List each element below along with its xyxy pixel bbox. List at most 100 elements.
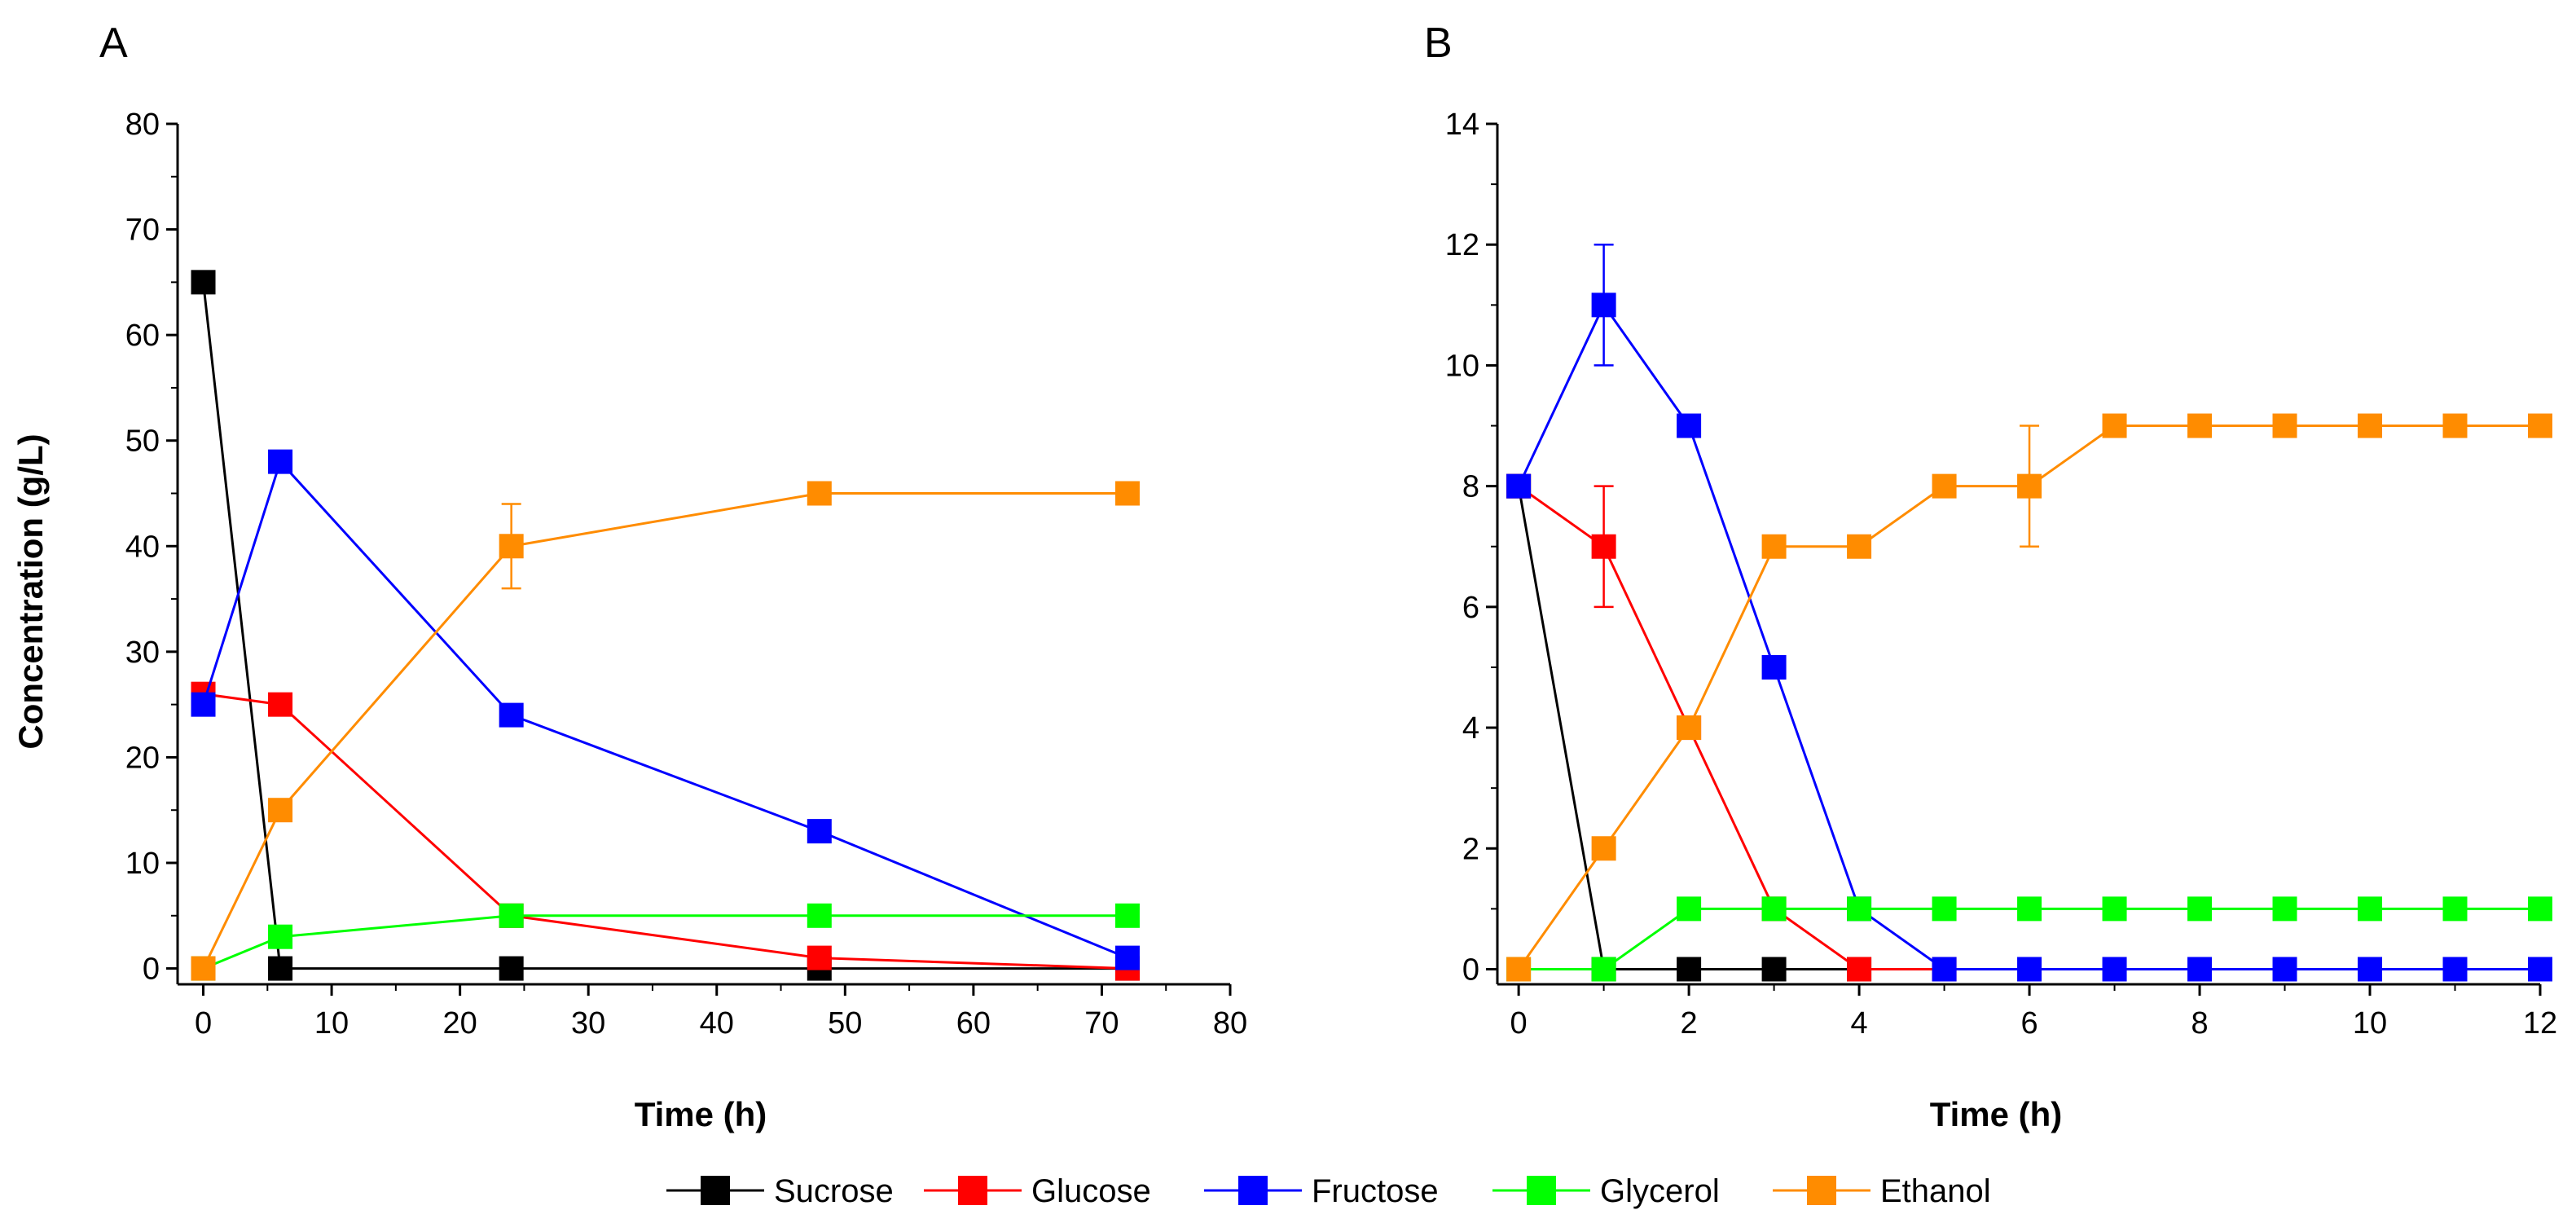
y-tick-label-b: 14 [1445, 108, 1479, 142]
y-tick-label-a: 60 [125, 319, 160, 353]
marker-glycerol-a [268, 924, 293, 949]
legend-marker-glucose [958, 1176, 987, 1205]
marker-glycerol-b [1677, 896, 1702, 922]
marker-fructose-b [2102, 957, 2127, 982]
x-axis-title-b: Time (h) [1930, 1095, 2063, 1133]
marker-glycerol-b [2017, 896, 2042, 922]
x-tick-label-b: 12 [2523, 1006, 2557, 1041]
panel-a: A Concentration (g/L) Time (h) 0 10 20 30 40… [11, 20, 1247, 1133]
marker-ethanol-b [2358, 413, 2383, 438]
marker-ethanol-b [2272, 413, 2297, 438]
marker-fructose-b [1591, 293, 1616, 318]
y-axis-title-a: Concentration (g/L) [11, 433, 50, 749]
x-tick-label-a: 40 [700, 1006, 734, 1041]
marker-fructose-b [2442, 957, 2468, 982]
series-line-glycerol-a [202, 914, 1128, 970]
y-tick-label-a: 20 [125, 741, 160, 775]
marker-glycerol-b [1591, 957, 1616, 982]
legend: Sucrose Glucose Fructose Glycerol Ethano… [666, 1173, 1991, 1209]
plot-area-a [191, 270, 1140, 981]
series-ethanol-b [1506, 413, 2552, 982]
series-glucose-a [191, 681, 1140, 981]
x-tick-label-a: 50 [828, 1006, 862, 1041]
legend-marker-fructose [1238, 1176, 1268, 1205]
panel-b: B Time (h) 0 2 4 6 8 10 12 14 0 2 4 6 8 10 12 [1424, 20, 2557, 1133]
marker-fructose-a [807, 819, 832, 844]
marker-ethanol-b [1591, 836, 1616, 861]
x-tick-label-a: 20 [442, 1006, 477, 1041]
legend-label-glycerol: Glycerol [1600, 1173, 1720, 1209]
legend-marker-sucrose [701, 1176, 730, 1205]
marker-ethanol-b [2102, 413, 2127, 438]
marker-ethanol-a [191, 956, 216, 981]
y-tick-label-a: 40 [125, 530, 160, 564]
x-tick-label-b: 0 [1510, 1006, 1528, 1041]
series-ethanol-a [191, 481, 1140, 981]
marker-glycerol-b [2102, 896, 2127, 922]
marker-glucose-b [1591, 534, 1616, 559]
series-line-glucose-b [1518, 485, 1945, 970]
marker-ethanol-b [2187, 413, 2213, 438]
series-sucrose-a [191, 270, 1140, 981]
y-tick-label-a: 10 [125, 847, 160, 881]
marker-glycerol-b [1847, 896, 1872, 922]
legend-marker-glycerol [1527, 1176, 1556, 1205]
y-tick-label-b: 6 [1462, 591, 1479, 625]
series-line-glucose-a [203, 693, 1128, 970]
marker-glucose-a [268, 692, 293, 717]
x-tick-label-a: 70 [1084, 1006, 1119, 1041]
marker-ethanol-b [1761, 534, 1787, 559]
series-line-sucrose-a [202, 282, 1128, 970]
y-tick-label-b: 2 [1462, 832, 1479, 866]
series-line-fructose-a [202, 459, 1128, 959]
marker-glycerol-a [499, 903, 524, 928]
x-axis-title-a: Time (h) [635, 1095, 767, 1133]
marker-glucose-a [807, 945, 832, 970]
marker-ethanol-b [1847, 534, 1872, 559]
legend-entry-ethanol: Ethanol [1773, 1173, 1991, 1209]
legend-entry-fructose: Fructose [1204, 1173, 1439, 1209]
x-tick-label-b: 4 [1851, 1006, 1868, 1041]
marker-ethanol-a [499, 534, 524, 559]
marker-fructose-a [268, 449, 293, 474]
marker-fructose-a [1114, 945, 1140, 970]
marker-glycerol-b [1761, 896, 1787, 922]
marker-sucrose-a [191, 270, 216, 295]
marker-glycerol-b [2272, 896, 2297, 922]
marker-fructose-b [1506, 473, 1532, 499]
marker-ethanol-a [268, 798, 293, 823]
y-tick-label-a: 0 [143, 953, 160, 987]
marker-fructose-b [1677, 413, 1702, 438]
marker-glycerol-b [2358, 896, 2383, 922]
marker-ethanol-b [1677, 715, 1702, 741]
legend-entry-sucrose: Sucrose [666, 1173, 894, 1209]
legend-label-fructose: Fructose [1312, 1173, 1439, 1209]
marker-glycerol-a [1114, 903, 1140, 928]
legend-entry-glycerol: Glycerol [1492, 1173, 1720, 1209]
y-tick-label-b: 12 [1445, 228, 1479, 262]
series-line-ethanol-a [202, 492, 1128, 970]
marker-ethanol-a [807, 481, 832, 506]
marker-fructose-b [2272, 957, 2297, 982]
x-tick-label-b: 10 [2353, 1006, 2387, 1041]
plot-area-b [1506, 243, 2552, 982]
x-tick-label-a: 30 [571, 1006, 605, 1041]
marker-ethanol-a [1114, 481, 1140, 506]
series-fructose-b [1506, 243, 2552, 982]
marker-glycerol-b [2442, 896, 2468, 922]
marker-glycerol-b [2187, 896, 2213, 922]
marker-glucose-b [1847, 957, 1872, 982]
marker-ethanol-b [2017, 473, 2042, 499]
series-glycerol-a [191, 903, 1140, 981]
marker-glycerol-b [1932, 896, 1957, 922]
y-tick-label-a: 30 [125, 636, 160, 670]
legend-label-ethanol: Ethanol [1880, 1173, 1991, 1209]
marker-fructose-b [2017, 957, 2042, 982]
panel-label-b: B [1424, 20, 1453, 67]
axes-b: 0 2 4 6 8 10 12 14 0 2 4 6 8 10 12 [1445, 108, 2557, 1041]
marker-glycerol-a [807, 903, 832, 928]
marker-fructose-b [1761, 654, 1787, 680]
y-tick-label-a: 50 [125, 425, 160, 459]
marker-fructose-a [499, 702, 524, 728]
